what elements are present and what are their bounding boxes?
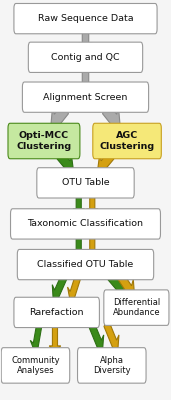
Polygon shape: [78, 68, 93, 86]
FancyBboxPatch shape: [37, 168, 134, 198]
FancyBboxPatch shape: [22, 82, 149, 112]
Polygon shape: [73, 234, 84, 254]
FancyBboxPatch shape: [77, 348, 146, 383]
Polygon shape: [73, 193, 84, 213]
Polygon shape: [97, 148, 114, 178]
Polygon shape: [78, 29, 93, 46]
Text: Alignment Screen: Alignment Screen: [43, 93, 128, 102]
FancyBboxPatch shape: [17, 250, 154, 280]
Polygon shape: [49, 322, 61, 352]
Text: AGC
Clustering: AGC Clustering: [100, 132, 155, 150]
FancyBboxPatch shape: [14, 297, 99, 328]
FancyBboxPatch shape: [8, 123, 80, 159]
FancyBboxPatch shape: [104, 290, 169, 325]
Text: Rarefaction: Rarefaction: [29, 308, 84, 317]
Polygon shape: [30, 320, 42, 352]
Polygon shape: [52, 270, 67, 304]
Polygon shape: [104, 318, 119, 354]
Text: Alpha
Diversity: Alpha Diversity: [93, 356, 131, 375]
FancyBboxPatch shape: [11, 209, 160, 239]
Polygon shape: [87, 234, 98, 254]
Text: Opti-MCC
Clustering: Opti-MCC Clustering: [16, 132, 71, 150]
Polygon shape: [89, 318, 104, 354]
Polygon shape: [103, 100, 120, 135]
FancyBboxPatch shape: [28, 42, 143, 72]
Polygon shape: [68, 271, 81, 303]
FancyBboxPatch shape: [14, 4, 157, 34]
Text: Differential
Abundance: Differential Abundance: [113, 298, 160, 317]
Text: Taxonomic Classification: Taxonomic Classification: [28, 220, 143, 228]
Polygon shape: [57, 148, 74, 178]
Text: Raw Sequence Data: Raw Sequence Data: [38, 14, 133, 23]
Polygon shape: [108, 269, 126, 300]
Text: OTU Table: OTU Table: [62, 178, 109, 187]
Polygon shape: [118, 270, 135, 302]
FancyBboxPatch shape: [1, 348, 70, 383]
Text: Community
Analyses: Community Analyses: [11, 356, 60, 375]
Text: Classified OTU Table: Classified OTU Table: [37, 260, 134, 269]
Text: Contig and QC: Contig and QC: [51, 53, 120, 62]
FancyBboxPatch shape: [93, 123, 161, 159]
Polygon shape: [87, 193, 98, 213]
Polygon shape: [51, 100, 68, 135]
